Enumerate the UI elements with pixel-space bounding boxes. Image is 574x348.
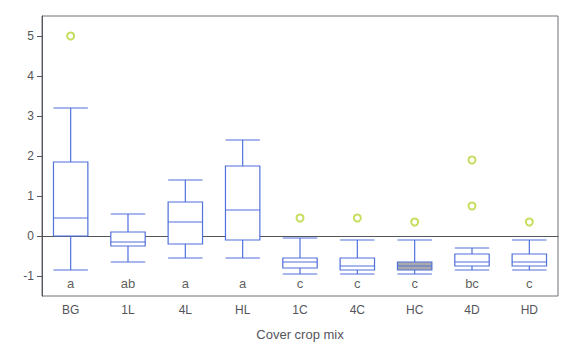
svg-text:Cover crop mix: Cover crop mix: [256, 327, 344, 342]
svg-text:1L: 1L: [121, 303, 135, 317]
svg-text:HL: HL: [235, 303, 251, 317]
svg-text:0: 0: [27, 229, 34, 243]
svg-text:a: a: [182, 276, 190, 291]
svg-text:-1: -1: [23, 269, 34, 283]
svg-text:1: 1: [27, 189, 34, 203]
svg-text:c: c: [411, 276, 418, 291]
svg-text:a: a: [67, 276, 75, 291]
svg-text:c: c: [297, 276, 304, 291]
svg-text:BG: BG: [62, 303, 79, 317]
svg-text:ab: ab: [121, 276, 135, 291]
svg-text:c: c: [354, 276, 361, 291]
svg-text:HC: HC: [406, 303, 424, 317]
svg-text:3: 3: [27, 109, 34, 123]
svg-text:HD: HD: [521, 303, 539, 317]
svg-text:c: c: [526, 276, 533, 291]
svg-text:5: 5: [27, 29, 34, 43]
svg-text:4C: 4C: [350, 303, 366, 317]
svg-text:2: 2: [27, 149, 34, 163]
svg-text:1C: 1C: [292, 303, 308, 317]
svg-text:4: 4: [27, 69, 34, 83]
svg-text:4L: 4L: [179, 303, 193, 317]
svg-text:a: a: [239, 276, 247, 291]
svg-text:bc: bc: [465, 276, 479, 291]
svg-text:4D: 4D: [464, 303, 480, 317]
